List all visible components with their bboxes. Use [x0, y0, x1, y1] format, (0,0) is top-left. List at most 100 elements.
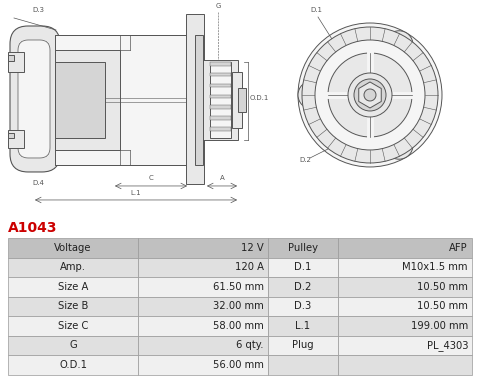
- Text: AFP: AFP: [449, 243, 468, 253]
- Bar: [195, 35, 203, 165]
- Bar: [8, 258, 138, 277]
- Text: D.1: D.1: [294, 262, 312, 272]
- Bar: [338, 238, 472, 258]
- Text: PL_4303: PL_4303: [427, 340, 468, 351]
- Bar: [338, 258, 472, 277]
- Bar: [210, 84, 231, 87]
- Bar: [55, 50, 120, 150]
- Bar: [8, 335, 138, 355]
- Bar: [138, 355, 268, 374]
- Bar: [8, 55, 14, 61]
- Bar: [338, 335, 472, 355]
- Bar: [338, 277, 472, 297]
- Bar: [210, 116, 231, 120]
- Text: Size B: Size B: [58, 301, 88, 311]
- Bar: [232, 72, 242, 128]
- Bar: [210, 62, 231, 65]
- Bar: [138, 316, 268, 335]
- Bar: [8, 133, 14, 138]
- Bar: [268, 258, 338, 277]
- Circle shape: [354, 79, 386, 111]
- Bar: [210, 94, 231, 98]
- Text: A1043: A1043: [8, 221, 58, 235]
- Text: 120 A: 120 A: [235, 262, 264, 272]
- Circle shape: [298, 23, 442, 167]
- Circle shape: [302, 27, 438, 163]
- Circle shape: [385, 131, 413, 159]
- Bar: [210, 105, 231, 109]
- Text: 6 qty.: 6 qty.: [237, 340, 264, 350]
- Bar: [8, 238, 138, 258]
- Text: G: G: [216, 3, 221, 9]
- Bar: [210, 62, 231, 138]
- Text: D.3: D.3: [294, 301, 312, 311]
- Bar: [238, 88, 246, 112]
- Text: Pulley: Pulley: [288, 243, 318, 253]
- FancyBboxPatch shape: [18, 40, 50, 158]
- Bar: [195, 78, 235, 122]
- Text: C: C: [149, 175, 154, 181]
- Text: M10x1.5 mm: M10x1.5 mm: [403, 262, 468, 272]
- Bar: [210, 127, 231, 130]
- Bar: [8, 316, 138, 335]
- Bar: [138, 258, 268, 277]
- Text: D.2: D.2: [294, 282, 312, 292]
- Text: 10.50 mm: 10.50 mm: [417, 282, 468, 292]
- Circle shape: [392, 38, 406, 52]
- Text: O.D.1: O.D.1: [250, 95, 269, 101]
- Text: D.1: D.1: [310, 7, 322, 13]
- Bar: [268, 355, 338, 374]
- Text: Plug: Plug: [292, 340, 314, 350]
- Bar: [55, 62, 105, 138]
- Text: D.4: D.4: [32, 180, 44, 186]
- Polygon shape: [359, 82, 381, 108]
- Text: D.2: D.2: [299, 157, 311, 163]
- Text: L.1: L.1: [131, 190, 141, 196]
- Bar: [268, 297, 338, 316]
- Bar: [138, 297, 268, 316]
- Circle shape: [348, 73, 392, 117]
- Bar: [338, 297, 472, 316]
- Text: L.1: L.1: [295, 321, 311, 331]
- Circle shape: [385, 31, 413, 59]
- Bar: [203, 60, 238, 140]
- Text: 56.00 mm: 56.00 mm: [213, 360, 264, 370]
- Text: 32.00 mm: 32.00 mm: [213, 301, 264, 311]
- Bar: [186, 14, 204, 184]
- Text: 10.50 mm: 10.50 mm: [417, 301, 468, 311]
- Bar: [268, 335, 338, 355]
- Text: G: G: [69, 340, 77, 350]
- FancyBboxPatch shape: [10, 26, 60, 172]
- Bar: [8, 130, 24, 148]
- Circle shape: [328, 53, 412, 137]
- Bar: [8, 52, 24, 72]
- Text: A: A: [220, 175, 224, 181]
- Bar: [8, 277, 138, 297]
- Circle shape: [298, 81, 326, 109]
- Text: 58.00 mm: 58.00 mm: [213, 321, 264, 331]
- Bar: [138, 335, 268, 355]
- Text: Size A: Size A: [58, 282, 88, 292]
- Bar: [210, 73, 231, 76]
- Bar: [138, 277, 268, 297]
- Text: Voltage: Voltage: [54, 243, 92, 253]
- Text: O.D.1: O.D.1: [59, 360, 87, 370]
- Text: 199.00 mm: 199.00 mm: [411, 321, 468, 331]
- Bar: [268, 277, 338, 297]
- Bar: [268, 238, 338, 258]
- Bar: [138, 238, 268, 258]
- Text: 12 V: 12 V: [241, 243, 264, 253]
- Bar: [8, 297, 138, 316]
- Bar: [55, 35, 190, 165]
- Bar: [8, 355, 138, 374]
- Circle shape: [315, 40, 425, 150]
- Circle shape: [305, 88, 319, 102]
- Circle shape: [364, 89, 376, 101]
- Bar: [338, 355, 472, 374]
- Bar: [338, 316, 472, 335]
- Bar: [268, 316, 338, 335]
- Text: 61.50 mm: 61.50 mm: [213, 282, 264, 292]
- Text: D.3: D.3: [32, 7, 44, 13]
- Circle shape: [392, 138, 406, 152]
- Text: Amp.: Amp.: [60, 262, 86, 272]
